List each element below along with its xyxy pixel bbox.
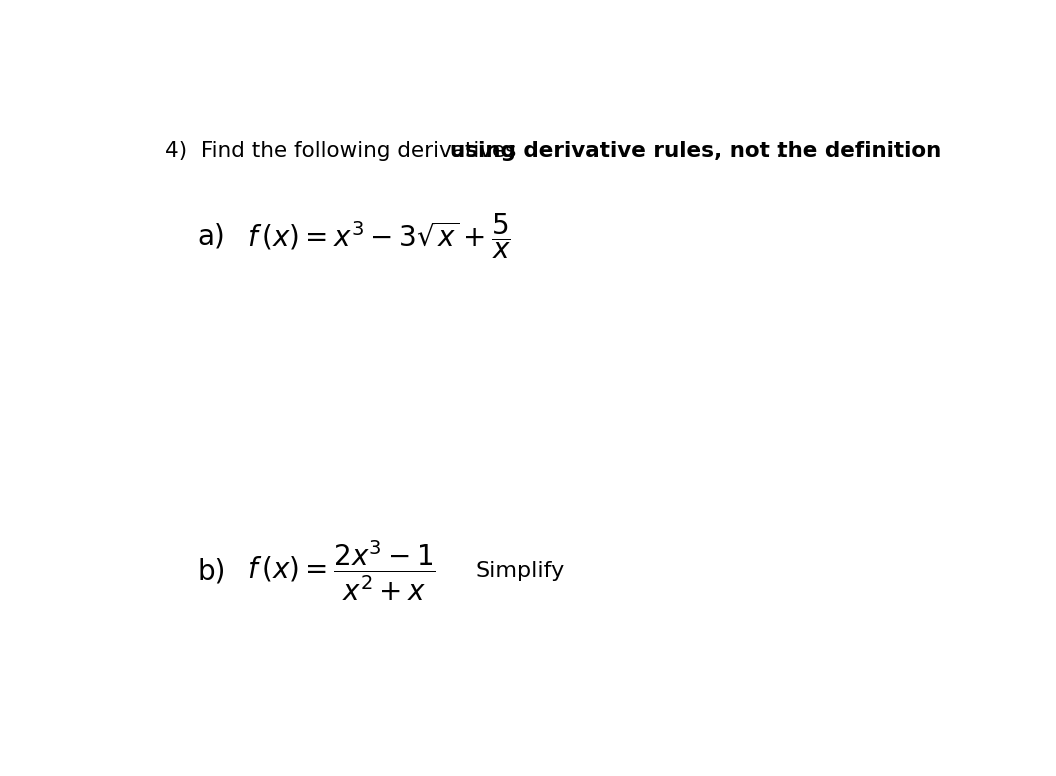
Text: .: . [775, 141, 782, 161]
Text: a): a) [197, 223, 225, 251]
Text: $f\,(x) = x^3 - 3\sqrt{x} + \dfrac{5}{x}$: $f\,(x) = x^3 - 3\sqrt{x} + \dfrac{5}{x}… [247, 212, 510, 262]
Text: Simplify: Simplify [475, 561, 565, 581]
Text: b): b) [197, 557, 226, 585]
Text: 4)  Find the following derivatives: 4) Find the following derivatives [165, 141, 523, 161]
Text: using derivative rules, not the definition: using derivative rules, not the definiti… [450, 141, 941, 161]
Text: $f\,(x) = \dfrac{2x^3 - 1}{x^2 + x}$: $f\,(x) = \dfrac{2x^3 - 1}{x^2 + x}$ [247, 539, 435, 604]
